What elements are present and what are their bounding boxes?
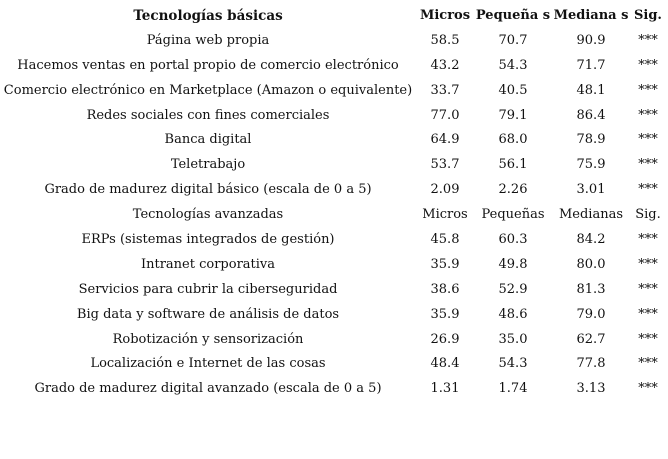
value-micros: 1.31 [430, 381, 460, 397]
value-medianas: 86.4 [576, 107, 606, 123]
value-pequenas: 1.74 [498, 381, 528, 397]
value-pequenas: 54.3 [498, 57, 528, 73]
value-sig: *** [638, 107, 658, 123]
value-micros: 58.5 [430, 32, 460, 48]
row-label: Comercio electrónico en Marketplace (Ama… [3, 82, 413, 98]
table-row: Comercio electrónico en Marketplace (Ama… [0, 79, 668, 104]
value-pequenas: 40.5 [498, 82, 528, 98]
row-label: Grado de madurez digital básico (escala … [44, 182, 372, 198]
value-sig: *** [638, 57, 658, 73]
table-header-row: Tecnologías básicas Micros Pequeña s Med… [0, 4, 668, 29]
table-row: Robotización y sensorización 26.9 35.0 6… [0, 328, 668, 353]
value-pequenas: 52.9 [498, 281, 528, 297]
header-medianas: Medianas [558, 207, 624, 223]
value-pequenas: 79.1 [498, 107, 528, 123]
value-micros: 77.0 [430, 107, 460, 123]
value-micros: 35.9 [430, 306, 460, 322]
value-micros: 26.9 [430, 331, 460, 347]
value-sig: *** [638, 232, 658, 248]
value-sig: *** [638, 256, 658, 272]
value-micros: 48.4 [430, 356, 460, 372]
value-medianas: 3.01 [576, 182, 606, 198]
value-medianas: 71.7 [576, 57, 606, 73]
value-pequenas: 49.8 [498, 256, 528, 272]
header-medianas: Mediana s [553, 8, 629, 23]
value-micros: 64.9 [430, 132, 460, 148]
header-pequenas: Pequeña s [475, 8, 551, 23]
value-pequenas: 68.0 [498, 132, 528, 148]
header-pequenas: Pequeñas [481, 207, 545, 223]
value-sig: *** [638, 281, 658, 297]
table-row: ERPs (sistemas integrados de gestión) 45… [0, 228, 668, 253]
row-label: Redes sociales con fines comerciales [86, 107, 330, 123]
table-row: Intranet corporativa 35.9 49.8 80.0 *** [0, 253, 668, 278]
value-sig: *** [638, 82, 658, 98]
table-row: Hacemos ventas en portal propio de comer… [0, 54, 668, 79]
value-sig: *** [638, 157, 658, 173]
value-medianas: 80.0 [576, 256, 606, 272]
technology-adoption-table: Tecnologías básicas Micros Pequeña s Med… [0, 4, 668, 402]
value-medianas: 81.3 [576, 281, 606, 297]
value-medianas: 75.9 [576, 157, 606, 173]
table-row: Grado de madurez digital básico (escala … [0, 178, 668, 203]
value-micros: 2.09 [430, 182, 460, 198]
value-sig: *** [638, 381, 658, 397]
value-pequenas: 48.6 [498, 306, 528, 322]
value-pequenas: 2.26 [498, 182, 528, 198]
value-sig: *** [638, 331, 658, 347]
table-row: Big data y software de análisis de datos… [0, 303, 668, 328]
row-label: Teletrabajo [170, 157, 246, 173]
value-medianas: 78.9 [576, 132, 606, 148]
row-label: Página web propia [146, 32, 270, 48]
row-label: Big data y software de análisis de datos [76, 306, 340, 322]
value-micros: 53.7 [430, 157, 460, 173]
value-sig: *** [638, 32, 658, 48]
header-sig: Sig. [634, 8, 662, 23]
value-pequenas: 54.3 [498, 356, 528, 372]
header-basic-technologies: Tecnologías básicas [133, 8, 283, 24]
value-micros: 43.2 [430, 57, 460, 73]
header-micros: Micros [422, 207, 468, 223]
table-row: Redes sociales con fines comerciales 77.… [0, 104, 668, 129]
value-medianas: 62.7 [576, 331, 606, 347]
value-sig: *** [638, 306, 658, 322]
value-medianas: 79.0 [576, 306, 606, 322]
advanced-header-row: Tecnologías avanzadas Micros Pequeñas Me… [0, 203, 668, 228]
value-micros: 38.6 [430, 281, 460, 297]
table-row: Teletrabajo 53.7 56.1 75.9 *** [0, 153, 668, 178]
value-sig: *** [638, 132, 658, 148]
table-row: Servicios para cubrir la ciberseguridad … [0, 278, 668, 303]
table-row: Localización e Internet de las cosas 48.… [0, 352, 668, 377]
table-row: Grado de madurez digital avanzado (escal… [0, 377, 668, 402]
row-label: Localización e Internet de las cosas [90, 356, 326, 372]
row-label: Hacemos ventas en portal propio de comer… [17, 57, 399, 73]
header-micros: Micros [419, 8, 471, 23]
value-sig: *** [638, 356, 658, 372]
value-micros: 33.7 [430, 82, 460, 98]
value-pequenas: 70.7 [498, 32, 528, 48]
value-pequenas: 56.1 [498, 157, 528, 173]
row-label: Intranet corporativa [140, 256, 276, 272]
value-medianas: 84.2 [576, 232, 606, 248]
table-row: Banca digital 64.9 68.0 78.9 *** [0, 128, 668, 153]
value-pequenas: 35.0 [498, 331, 528, 347]
row-label: Servicios para cubrir la ciberseguridad [78, 281, 338, 297]
value-sig: *** [638, 182, 658, 198]
value-medianas: 3.13 [576, 381, 606, 397]
header-advanced-technologies: Tecnologías avanzadas [132, 207, 284, 223]
row-label: Grado de madurez digital avanzado (escal… [34, 381, 382, 397]
value-micros: 45.8 [430, 232, 460, 248]
header-sig: Sig. [635, 207, 661, 223]
table-row: Página web propia 58.5 70.7 90.9 *** [0, 29, 668, 54]
row-label: Banca digital [164, 132, 252, 148]
value-medianas: 77.8 [576, 356, 606, 372]
value-pequenas: 60.3 [498, 232, 528, 248]
row-label: ERPs (sistemas integrados de gestión) [81, 232, 335, 248]
value-medianas: 48.1 [576, 82, 606, 98]
value-micros: 35.9 [430, 256, 460, 272]
value-medianas: 90.9 [576, 32, 606, 48]
row-label: Robotización y sensorización [112, 331, 304, 347]
